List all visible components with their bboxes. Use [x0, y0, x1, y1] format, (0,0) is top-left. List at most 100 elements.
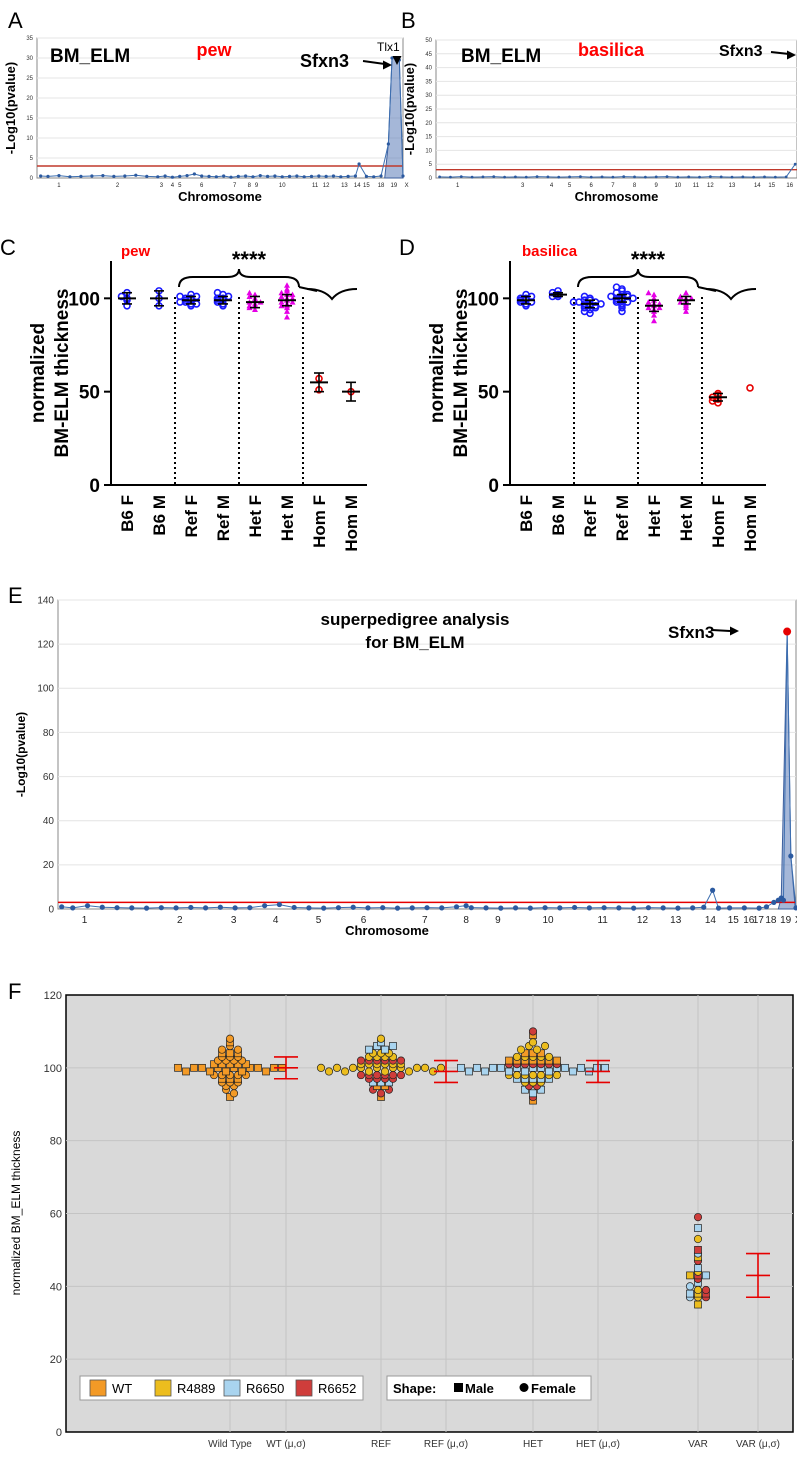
- x-tick-label: HET (μ,σ): [576, 1439, 620, 1450]
- data-point: [794, 163, 797, 166]
- data-point: [547, 175, 550, 178]
- data-point: [661, 905, 666, 910]
- y-tick-label: 20: [425, 121, 432, 127]
- x-tick-label: Wild Type: [208, 1439, 252, 1450]
- data-point: [731, 176, 734, 179]
- chromosome-tick-label: 3: [160, 183, 164, 189]
- data-point-female: [341, 1068, 348, 1075]
- data-point: [757, 906, 762, 911]
- y-tick-label: 0: [89, 476, 100, 497]
- data-point-female: [357, 1071, 364, 1078]
- data-point: [134, 174, 137, 177]
- data-point-male: [570, 1068, 577, 1075]
- y-tick-label: 100: [68, 289, 100, 310]
- y-tick-label: 0: [488, 476, 499, 497]
- chromosome-tick-label: 14: [705, 915, 717, 926]
- data-point: [460, 175, 463, 178]
- chromosome-tick-label: 10: [542, 915, 554, 926]
- data-point: [742, 905, 747, 910]
- data-point-male: [506, 1068, 513, 1075]
- data-point: [218, 905, 223, 910]
- data-point: [336, 905, 341, 910]
- x-tick-label: Het M: [278, 495, 297, 541]
- y-tick-label: 120: [37, 639, 54, 650]
- data-point: [651, 292, 657, 298]
- x-axis-label: Chromosome: [345, 923, 429, 938]
- y-tick-label: 25: [26, 76, 33, 82]
- x-tick-label: Hom F: [310, 495, 329, 548]
- data-point: [698, 176, 701, 179]
- data-point: [332, 174, 335, 177]
- data-point: [321, 906, 326, 911]
- data-point: [207, 175, 210, 178]
- data-point-male: [554, 1057, 561, 1064]
- data-point: [449, 176, 452, 179]
- chromosome-tick-label: 8: [463, 915, 469, 926]
- data-point: [100, 905, 105, 910]
- significance-label: ****: [232, 247, 267, 272]
- data-point-male: [474, 1064, 481, 1071]
- y-tick-label: 50: [79, 383, 100, 404]
- panel-f: F 0 20 40 60 80 100 120 Wild Type WT (μ,σ) REF REF …: [0, 975, 797, 1462]
- data-point: [372, 175, 375, 178]
- y-axis-label: -Log10(pvalue): [14, 712, 28, 797]
- data-point: [557, 905, 562, 910]
- data-point-female: [365, 1068, 372, 1075]
- chromosome-tick-label: 1: [456, 183, 460, 189]
- chromosome-tick-label: 11: [312, 183, 319, 189]
- data-point: [622, 175, 625, 178]
- data-point: [410, 905, 415, 910]
- data-point: [123, 174, 126, 177]
- shape-legend-female: Female: [531, 1381, 576, 1396]
- data-point: [380, 905, 385, 910]
- chromosome-tick-label: 1: [82, 915, 88, 926]
- data-point: [438, 175, 441, 178]
- data-point: [292, 905, 297, 910]
- data-point: [788, 853, 793, 858]
- data-point: [482, 175, 485, 178]
- legend-label: R6652: [318, 1381, 356, 1396]
- y-tick-label: 20: [43, 860, 55, 871]
- chromosome-tick-label: 18: [378, 183, 385, 189]
- data-point: [173, 905, 178, 910]
- data-point-male: [263, 1068, 270, 1075]
- chromosome-tick-label: 4: [171, 183, 175, 189]
- y-tick-label: 20: [50, 1354, 62, 1366]
- chromosome-tick-label: 9: [495, 915, 501, 926]
- data-point-male: [594, 1064, 601, 1071]
- data-point-male: [546, 1068, 553, 1075]
- data-point-male: [703, 1272, 710, 1279]
- data-point: [611, 176, 614, 179]
- annotation-arrow: [712, 630, 730, 631]
- data-point: [633, 175, 636, 178]
- data-point: [266, 175, 269, 178]
- data-point: [781, 898, 786, 903]
- chromosome-tick-label: 11: [693, 183, 700, 189]
- data-point: [365, 175, 368, 178]
- shape-legend-male: Male: [465, 1381, 494, 1396]
- data-point: [646, 905, 651, 910]
- data-point-female: [333, 1064, 340, 1071]
- y-tick-label: 10: [26, 136, 33, 142]
- chromosome-tick-label: 3: [231, 915, 237, 926]
- y-tick-label: 45: [425, 52, 432, 58]
- chromosome-tick-label: 3: [521, 183, 525, 189]
- data-point: [395, 906, 400, 911]
- data-point-male: [530, 1090, 537, 1097]
- female-circle-icon: [520, 1383, 529, 1392]
- chromosome-tick-label: 14: [354, 183, 361, 189]
- panel-label-c: C: [0, 235, 16, 260]
- legend-swatch: [155, 1380, 171, 1396]
- data-point: [365, 905, 370, 910]
- data-point-female: [405, 1068, 412, 1075]
- y-axis-label: BM-ELM thickness: [451, 289, 472, 458]
- data-point: [339, 175, 342, 178]
- data-point-female: [537, 1071, 544, 1078]
- data-point: [79, 175, 82, 178]
- data-point-female: [413, 1064, 420, 1071]
- data-point-female: [230, 1090, 237, 1097]
- data-point: [464, 903, 469, 908]
- data-point: [741, 175, 744, 178]
- data-point-female: [513, 1071, 520, 1078]
- y-tick-label: 40: [425, 66, 432, 72]
